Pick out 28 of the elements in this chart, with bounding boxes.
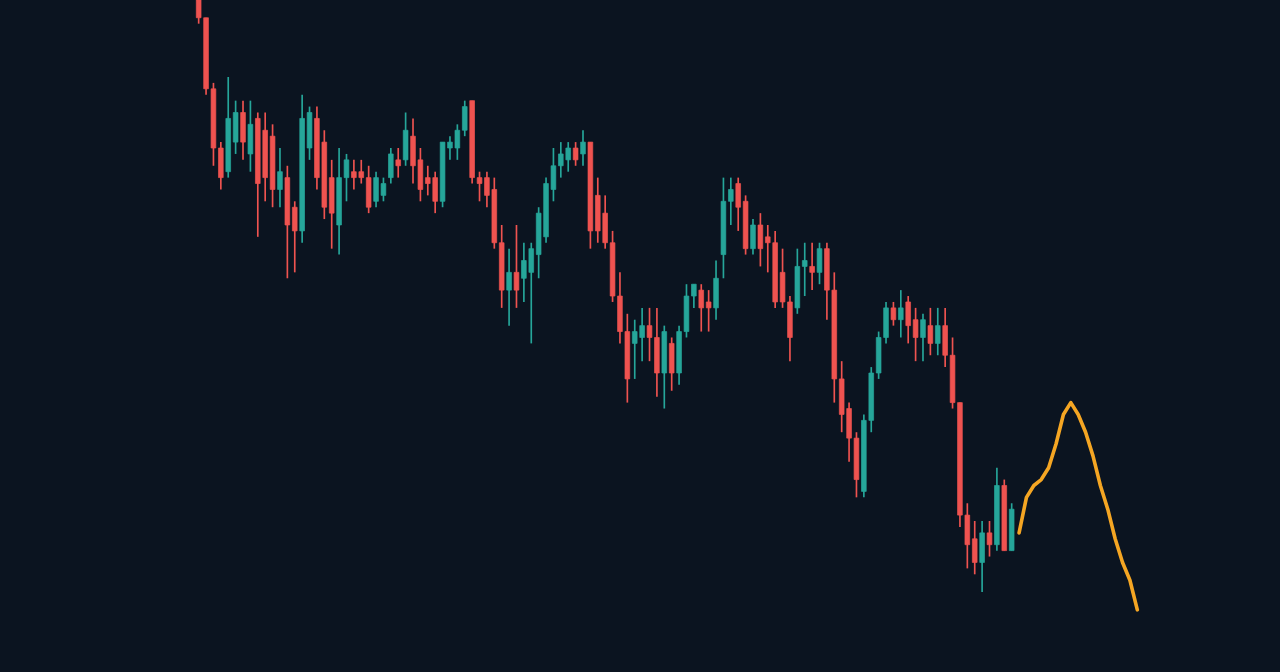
candlestick (757, 212, 764, 268)
candlestick (898, 289, 904, 339)
candlestick (705, 289, 712, 333)
candlestick (986, 520, 993, 558)
candlestick (927, 307, 934, 357)
candlestick (816, 241, 823, 286)
candlestick (513, 224, 520, 309)
candlestick (462, 99, 468, 138)
candlestick (277, 147, 283, 209)
candlestick (388, 147, 394, 185)
candlestick (506, 247, 512, 327)
candlestick (580, 129, 586, 167)
candlestick (935, 307, 941, 357)
candlestick (890, 301, 897, 327)
candlestick (802, 241, 808, 297)
candlestick (972, 520, 978, 576)
candlestick (572, 141, 579, 167)
candlestick (735, 176, 741, 232)
candlestick (292, 200, 298, 274)
candlestick (905, 295, 911, 345)
candlestick (691, 283, 697, 309)
candlestick (920, 312, 926, 362)
candlestick (728, 176, 734, 226)
candlestick (912, 307, 919, 362)
candlestick (809, 241, 815, 291)
candlestick (698, 283, 704, 333)
candlestick (395, 147, 401, 179)
candlestick (750, 218, 756, 256)
